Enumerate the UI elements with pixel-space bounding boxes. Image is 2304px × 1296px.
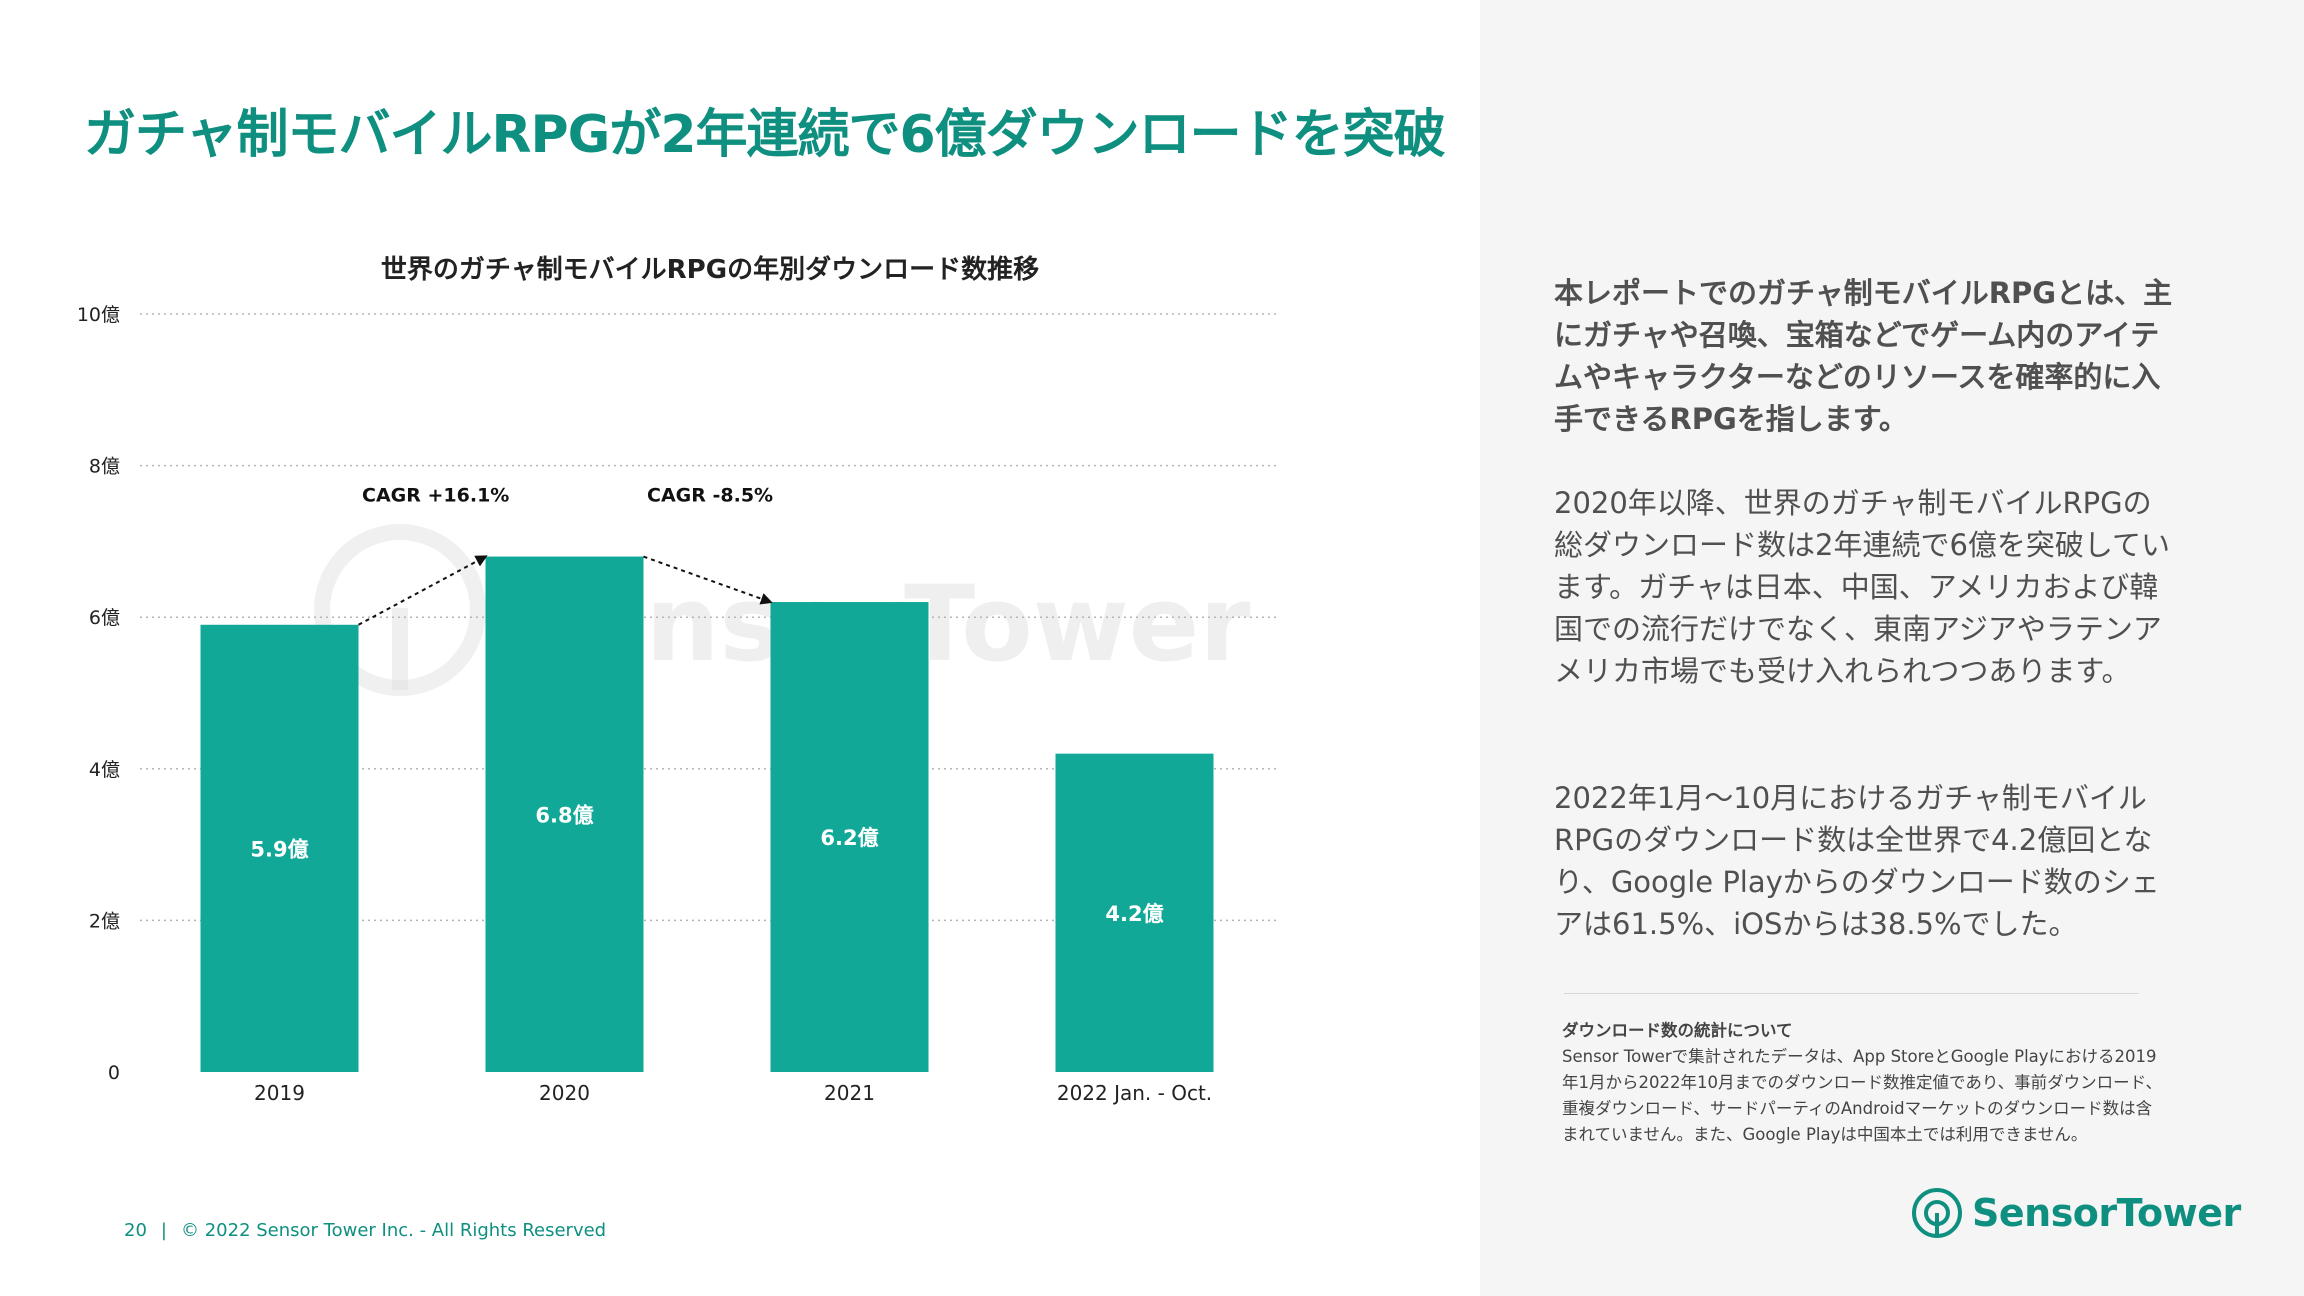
y-tick-label: 8億 — [89, 456, 120, 478]
bar-2020 — [485, 556, 644, 1072]
sidebar-paragraph-1: 2020年以降、世界のガチャ制モバイルRPGの総ダウンロード数は2年連続で6億を… — [1554, 486, 2171, 688]
logo-text: SensorTower — [1972, 1191, 2241, 1235]
note-title: ダウンロード数の統計について — [1562, 1021, 1793, 1040]
download-chart: 世界のガチャ制モバイルRPGの年別ダウンロード数推移 SensorTower 0… — [77, 254, 1280, 1105]
page-title: ガチャ制モバイルRPGが2年連続で6億ダウンロードを突破 — [84, 105, 1446, 165]
note-body: Sensor Towerで集計されたデータは、App StoreとGoogle … — [1562, 1047, 2162, 1144]
y-tick-label: 4億 — [89, 759, 120, 781]
footer-separator: | — [160, 1220, 167, 1241]
x-tick-label: 2019 — [254, 1081, 305, 1105]
sidebar-paragraph-2: 2022年1月〜10月におけるガチャ制モバイルRPGのダウンロード数は全世界で4… — [1554, 781, 2160, 941]
bar-2019 — [200, 624, 359, 1072]
y-tick-label: 2億 — [89, 910, 120, 932]
x-tick-label: 2021 — [824, 1081, 875, 1105]
cagr-arrow — [358, 555, 488, 626]
bar-2021 — [770, 602, 929, 1072]
y-tick-label: 10億 — [77, 304, 120, 326]
download-stats-note: ダウンロード数の統計について Sensor Towerで集計されたデータは、Ap… — [1562, 1018, 2162, 1148]
data-label: 4.2億 — [1105, 902, 1163, 926]
copyright: © 2022 Sensor Tower Inc. - All Rights Re… — [180, 1220, 607, 1241]
data-label: 5.9億 — [250, 837, 308, 861]
y-tick-label: 0 — [108, 1062, 120, 1084]
x-tick-label: 2022 Jan. - Oct. — [1057, 1081, 1212, 1105]
y-tick-label: 6億 — [89, 607, 120, 629]
sidebar-divider — [1564, 993, 2139, 994]
chart-title: 世界のガチャ制モバイルRPGの年別ダウンロード数推移 — [381, 254, 1039, 285]
sidebar-intro: 本レポートでのガチャ制モバイルRPGとは、主にガチャや召喚、宝箱などでゲーム内の… — [1554, 276, 2173, 436]
sensor-tower-logo-icon — [1912, 1188, 1962, 1238]
x-tick-label: 2020 — [539, 1081, 590, 1105]
bar-2022-jan-oct- — [1055, 753, 1214, 1072]
footer: 20 | © 2022 Sensor Tower Inc. - All Rights… — [124, 1220, 606, 1241]
slide-main: ガチャ制モバイルRPGが2年連続で6億ダウンロードを突破 世界のガチャ制モバイル… — [76, 105, 1446, 1241]
sidebar-panel — [1480, 0, 2304, 1296]
cagr-label: CAGR -8.5% — [647, 485, 773, 507]
sensor-tower-logo: SensorTower — [1910, 1185, 2241, 1241]
data-label: 6.2億 — [820, 826, 878, 850]
cagr-arrow — [643, 555, 773, 605]
data-label: 6.8億 — [535, 803, 593, 827]
cagr-label: CAGR +16.1% — [362, 485, 509, 507]
page-number: 20 — [124, 1220, 147, 1241]
